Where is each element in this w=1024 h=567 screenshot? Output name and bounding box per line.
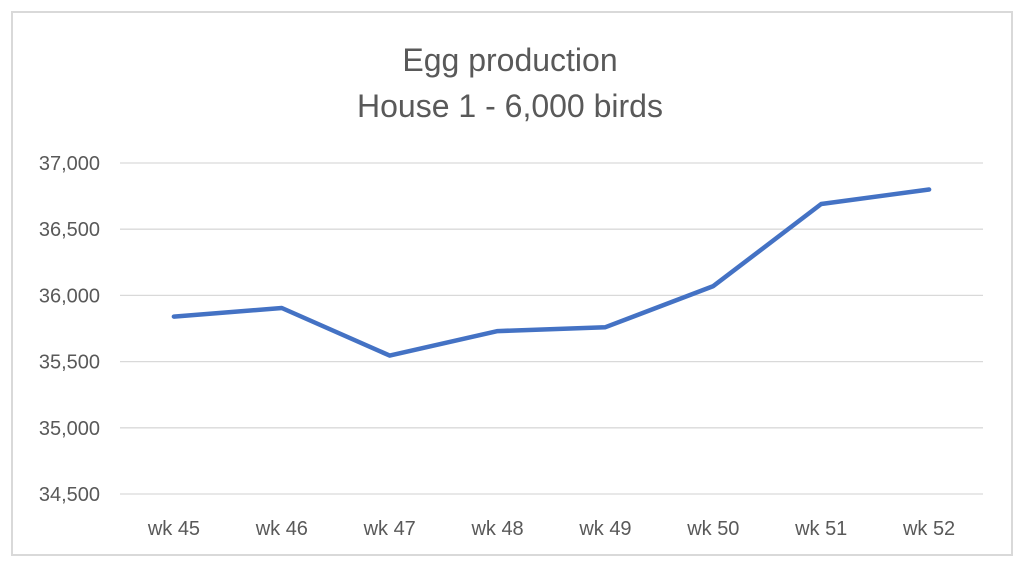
x-tick-label: wk 49: [578, 518, 631, 540]
x-tick-label: wk 51: [794, 518, 847, 540]
x-tick-label: wk 45: [147, 518, 200, 540]
x-axis-ticks: wk 45 wk 46 wk 47 wk 48 wk 49 wk 50 wk 51 wk 52: [147, 518, 955, 540]
x-tick-label: wk 48: [470, 518, 523, 540]
chart-subtitle: House 1 - 6,000 birds: [357, 88, 663, 124]
y-axis-ticks: 34,500 35,000 35,500 36,000 36,500 37,000: [39, 153, 100, 506]
y-tick-label: 37,000: [39, 153, 100, 175]
y-tick-label: 35,000: [39, 418, 100, 440]
x-tick-label: wk 46: [255, 518, 308, 540]
y-tick-label: 36,500: [39, 219, 100, 241]
x-tick-label: wk 50: [686, 518, 739, 540]
y-tick-label: 36,000: [39, 285, 100, 307]
x-tick-label: wk 52: [902, 518, 955, 540]
y-tick-label: 34,500: [39, 484, 100, 506]
chart-title: Egg production: [402, 42, 617, 78]
series-layer: [171, 187, 932, 358]
chart-frame: [11, 11, 1013, 556]
y-tick-label: 35,500: [39, 352, 100, 374]
gridlines: [120, 162, 983, 495]
series-line: [171, 187, 932, 358]
x-tick-label: wk 47: [363, 518, 416, 540]
